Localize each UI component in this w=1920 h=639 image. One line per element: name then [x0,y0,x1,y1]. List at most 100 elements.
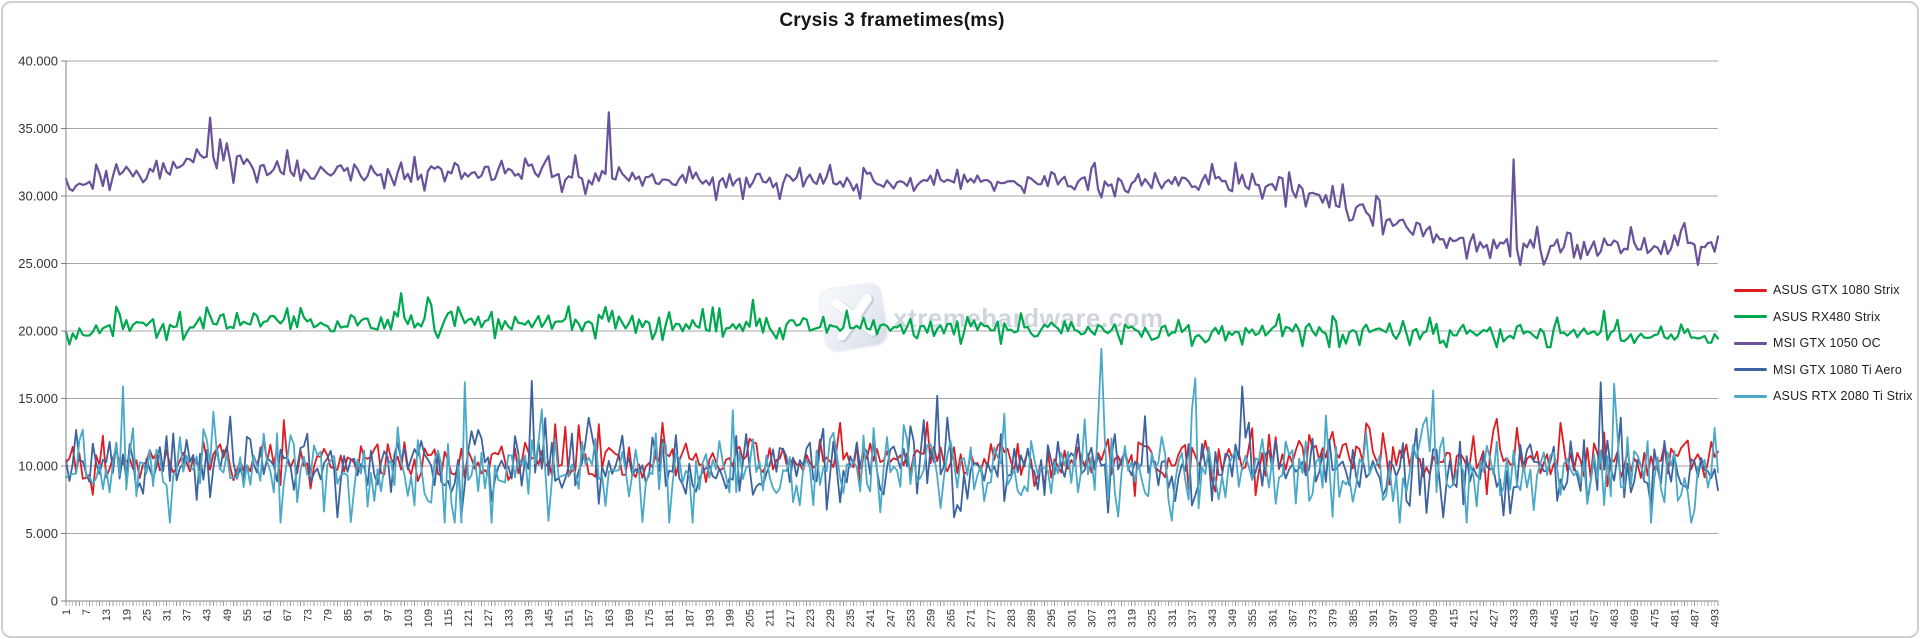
svg-text:367: 367 [1287,609,1299,627]
svg-text:25.000: 25.000 [18,256,58,271]
svg-text:415: 415 [1448,609,1460,627]
svg-text:10.000: 10.000 [18,459,58,474]
svg-text:469: 469 [1629,609,1641,627]
svg-text:403: 403 [1408,609,1420,627]
svg-text:19: 19 [121,609,133,621]
legend-label: ASUS RTX 2080 Ti Strix [1773,389,1913,404]
svg-text:271: 271 [966,609,978,627]
svg-text:475: 475 [1649,609,1661,627]
svg-text:451: 451 [1569,609,1581,627]
svg-text:349: 349 [1227,609,1239,627]
svg-text:307: 307 [1086,609,1098,627]
svg-text:409: 409 [1428,609,1440,627]
legend-item-msi-gtx-1080-ti-aero: MSI GTX 1080 Ti Aero [1734,357,1913,384]
svg-text:253: 253 [905,609,917,627]
axes [61,60,1719,606]
svg-text:373: 373 [1308,609,1320,627]
svg-text:79: 79 [322,609,334,621]
svg-text:115: 115 [443,609,455,627]
svg-text:175: 175 [644,609,656,627]
svg-text:67: 67 [282,609,294,621]
legend-line-swatch [1734,394,1767,398]
svg-text:481: 481 [1669,609,1681,627]
svg-text:301: 301 [1066,609,1078,627]
svg-text:445: 445 [1549,609,1561,627]
svg-text:13: 13 [101,609,113,621]
svg-text:313: 313 [1106,609,1118,627]
tick-labels: 0 5.000 10.000 15.000 20.000 25.000 30.000 35.0… [18,54,1721,628]
svg-text:109: 109 [423,609,435,627]
svg-text:20.000: 20.000 [18,324,58,339]
svg-text:0: 0 [51,594,58,609]
svg-text:457: 457 [1589,609,1601,627]
svg-text:133: 133 [503,609,515,627]
svg-text:235: 235 [845,609,857,627]
svg-text:151: 151 [564,609,576,627]
svg-text:73: 73 [302,609,314,621]
svg-text:145: 145 [544,609,556,627]
svg-text:295: 295 [1046,609,1058,627]
legend-label: MSI GTX 1050 OC [1773,336,1881,351]
legend-item-asus-gtx-1080-strix: ASUS GTX 1080 Strix [1734,277,1913,304]
svg-text:43: 43 [202,609,214,621]
svg-text:7: 7 [81,609,93,615]
legend-line-swatch [1734,315,1767,319]
svg-text:61: 61 [262,609,274,621]
svg-text:163: 163 [604,609,616,627]
svg-text:121: 121 [463,609,475,627]
svg-text:91: 91 [363,609,375,621]
gridlines [66,60,1718,534]
svg-text:223: 223 [805,609,817,627]
svg-text:379: 379 [1328,609,1340,627]
svg-text:265: 265 [946,609,958,627]
svg-text:337: 337 [1187,609,1199,627]
svg-text:40.000: 40.000 [18,54,58,69]
svg-text:211: 211 [765,609,777,627]
svg-text:103: 103 [403,609,415,627]
legend-line-swatch [1734,368,1767,372]
svg-text:385: 385 [1348,609,1360,627]
svg-text:493: 493 [1710,609,1722,627]
svg-text:187: 187 [684,609,696,627]
svg-text:169: 169 [624,609,636,627]
svg-text:31: 31 [162,609,174,621]
svg-text:205: 205 [745,609,757,627]
chart-title: Crysis 3 frametimes(ms) [779,10,1005,31]
legend-item-asus-rx480-strix: ASUS RX480 Strix [1734,304,1913,331]
svg-text:15.000: 15.000 [18,391,58,406]
svg-text:5.000: 5.000 [25,526,58,541]
svg-text:361: 361 [1267,609,1279,627]
svg-text:343: 343 [1207,609,1219,627]
svg-text:229: 229 [825,609,837,627]
svg-text:49: 49 [222,609,234,621]
svg-text:325: 325 [1147,609,1159,627]
svg-text:319: 319 [1127,609,1139,627]
watermark-logo [818,282,889,353]
legend-label: ASUS GTX 1080 Strix [1773,283,1900,298]
svg-text:157: 157 [584,609,596,627]
svg-text:37: 37 [182,609,194,621]
svg-text:127: 127 [483,609,495,627]
legend-line-swatch [1734,341,1767,345]
svg-text:199: 199 [724,609,736,627]
svg-text:181: 181 [664,609,676,627]
svg-text:25: 25 [141,609,153,621]
legend: ASUS GTX 1080 Strix ASUS RX480 Strix MSI… [1734,277,1913,410]
svg-text:355: 355 [1247,609,1259,627]
svg-text:487: 487 [1690,609,1702,627]
svg-text:35.000: 35.000 [18,121,58,136]
svg-text:97: 97 [383,609,395,621]
svg-text:397: 397 [1388,609,1400,627]
svg-text:241: 241 [865,609,877,627]
svg-text:85: 85 [342,609,354,621]
svg-text:1: 1 [61,609,73,615]
legend-label: ASUS RX480 Strix [1773,309,1881,324]
svg-text:30.000: 30.000 [18,189,58,204]
svg-text:283: 283 [1006,609,1018,627]
svg-text:391: 391 [1368,609,1380,627]
svg-text:139: 139 [523,609,535,627]
svg-text:277: 277 [986,609,998,627]
legend-item-asus-rtx-2080-ti-strix: ASUS RTX 2080 Ti Strix [1734,383,1913,410]
svg-text:463: 463 [1609,609,1621,627]
